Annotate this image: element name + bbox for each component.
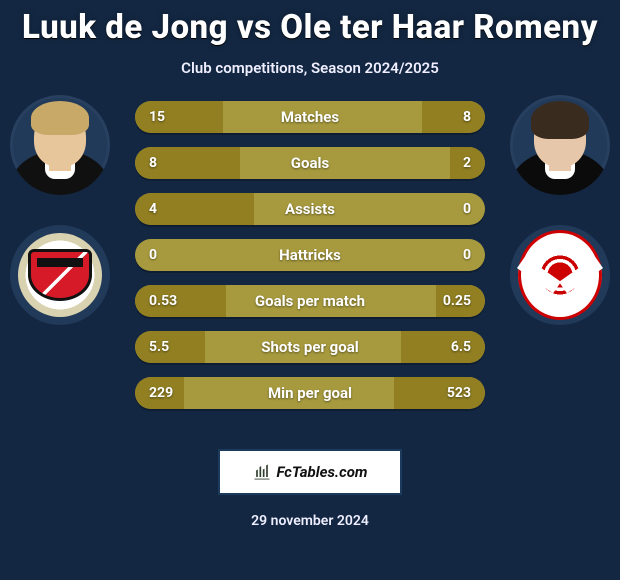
stat-bars: 158Matches 82Goals 40Assists 00Hattricks 0.5… (135, 101, 485, 423)
club-right-badge (510, 225, 610, 325)
brand-pill: FcTables.com (218, 449, 402, 495)
chart-icon (252, 462, 272, 482)
stat-label: Shots per goal (135, 331, 485, 363)
player-right-photo (510, 95, 610, 195)
stat-row: 82Goals (135, 147, 485, 179)
stat-row: 158Matches (135, 101, 485, 133)
stat-row: 00Hattricks (135, 239, 485, 271)
brand-text: FcTables.com (276, 463, 367, 481)
player-left-photo (10, 95, 110, 195)
utrecht-badge (518, 233, 602, 317)
club-left-badge (10, 225, 110, 325)
stat-row: 40Assists (135, 193, 485, 225)
stat-row: 229523Min per goal (135, 377, 485, 409)
stat-label: Assists (135, 193, 485, 225)
stat-row: 0.530.25Goals per match (135, 285, 485, 317)
player-left-bust (10, 95, 110, 195)
stat-label: Goals per match (135, 285, 485, 317)
stat-row: 5.56.5Shots per goal (135, 331, 485, 363)
stat-label: Matches (135, 101, 485, 133)
stat-label: Hattricks (135, 239, 485, 271)
stat-label: Goals (135, 147, 485, 179)
comparison-panel: 158Matches 82Goals 40Assists 00Hattricks 0.5… (0, 95, 620, 435)
psv-badge (18, 233, 102, 317)
snapshot-date: 29 november 2024 (0, 513, 620, 529)
stat-label: Min per goal (135, 377, 485, 409)
player-right-bust (510, 95, 610, 195)
subtitle: Club competitions, Season 2024/2025 (0, 59, 620, 77)
page-title: Luuk de Jong vs Ole ter Haar Romeny (0, 8, 620, 47)
